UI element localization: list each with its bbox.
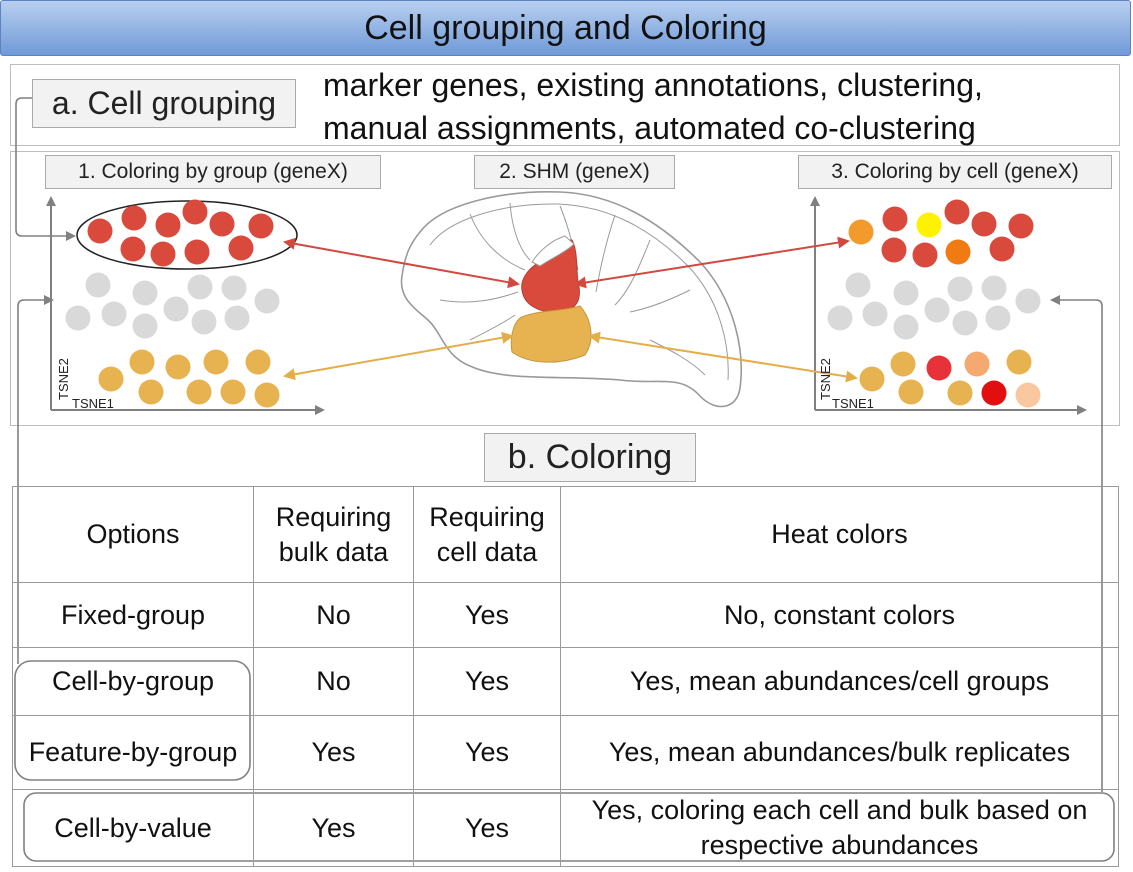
panel3-top-cells	[848, 199, 1034, 268]
coloring-by-group-label: 1. Coloring by group (geneX)	[45, 155, 381, 189]
orange-arrow-right	[588, 331, 858, 383]
shm-red-region-top	[531, 235, 575, 267]
shm-label: 2. SHM (geneX)	[474, 155, 675, 189]
cell-grouping-panel	[10, 64, 1120, 146]
methods-line-2: manual assignments, automated co-cluster…	[323, 110, 976, 146]
panel1-grey-cells	[65, 272, 280, 339]
bulk-value: Yes	[253, 715, 414, 790]
header-cell-data: Requiring cell data	[413, 486, 561, 583]
panel3-x-axis-label: TSNE1	[832, 396, 874, 411]
bulk-value: No	[253, 582, 414, 648]
panel1-orange-cells	[98, 349, 280, 408]
cell-value: Yes	[413, 789, 561, 867]
panel1-x-axis-label: TSNE1	[72, 396, 114, 411]
table-row: Feature-by-group Yes Yes Yes, mean abund…	[12, 715, 1119, 790]
header-bulk-data: Requiring bulk data	[253, 486, 414, 583]
connector-grouping-to-ellipse	[15, 97, 76, 241]
heat-colors-value: Yes, mean abundances/bulk replicates	[560, 715, 1119, 790]
coloring-label: b. Coloring	[484, 433, 696, 482]
panel3-grey-cells	[827, 272, 1041, 340]
heat-colors-value: Yes, coloring each cell and bulk based o…	[560, 789, 1119, 867]
connector-table-to-panel3	[1050, 295, 1103, 792]
table-row: Fixed-group No Yes No, constant colors	[12, 582, 1119, 648]
bulk-value: Yes	[253, 789, 414, 867]
coloring-examples-panel	[10, 151, 1120, 426]
panel3-bottom-cells	[859, 349, 1041, 408]
table-row: Cell-by-value Yes Yes Yes, coloring each…	[12, 789, 1119, 867]
selected-group-ellipse	[76, 200, 298, 270]
option-name: Cell-by-group	[12, 647, 254, 716]
cell-value: Yes	[413, 647, 561, 716]
diagram-title: Cell grouping and Coloring	[0, 0, 1131, 56]
red-arrow-left	[283, 237, 520, 289]
header-options: Options	[12, 486, 254, 583]
option-name: Feature-by-group	[12, 715, 254, 790]
option-name: Fixed-group	[12, 582, 254, 648]
cell-grouping-methods: marker genes, existing annotations, clus…	[323, 64, 1113, 150]
red-arrow-right	[574, 236, 850, 289]
option-name: Cell-by-value	[12, 789, 254, 867]
table-row: Cell-by-group No Yes Yes, mean abundance…	[12, 647, 1119, 716]
header-heat-colors: Heat colors	[560, 486, 1119, 583]
panel3-y-axis-label: TSNE2	[818, 358, 833, 400]
panel1-red-cells	[87, 199, 274, 267]
coloring-options-table: Options Requiring bulk data Requiring ce…	[12, 486, 1119, 867]
connector-table-to-panel1	[17, 295, 54, 664]
shm-orange-region	[510, 305, 592, 363]
bulk-value: No	[253, 647, 414, 716]
methods-line-1: marker genes, existing annotations, clus…	[323, 67, 983, 103]
panel1-y-axis-label: TSNE2	[56, 358, 71, 400]
heat-colors-value: Yes, mean abundances/cell groups	[560, 647, 1119, 716]
cell-value: Yes	[413, 715, 561, 790]
heat-colors-value: No, constant colors	[560, 582, 1119, 648]
cell-value: Yes	[413, 582, 561, 648]
coloring-by-cell-label: 3. Coloring by cell (geneX)	[798, 155, 1112, 189]
orange-arrow-left	[283, 331, 514, 381]
cell-grouping-label: a. Cell grouping	[32, 79, 296, 128]
table-header-row: Options Requiring bulk data Requiring ce…	[12, 486, 1119, 583]
